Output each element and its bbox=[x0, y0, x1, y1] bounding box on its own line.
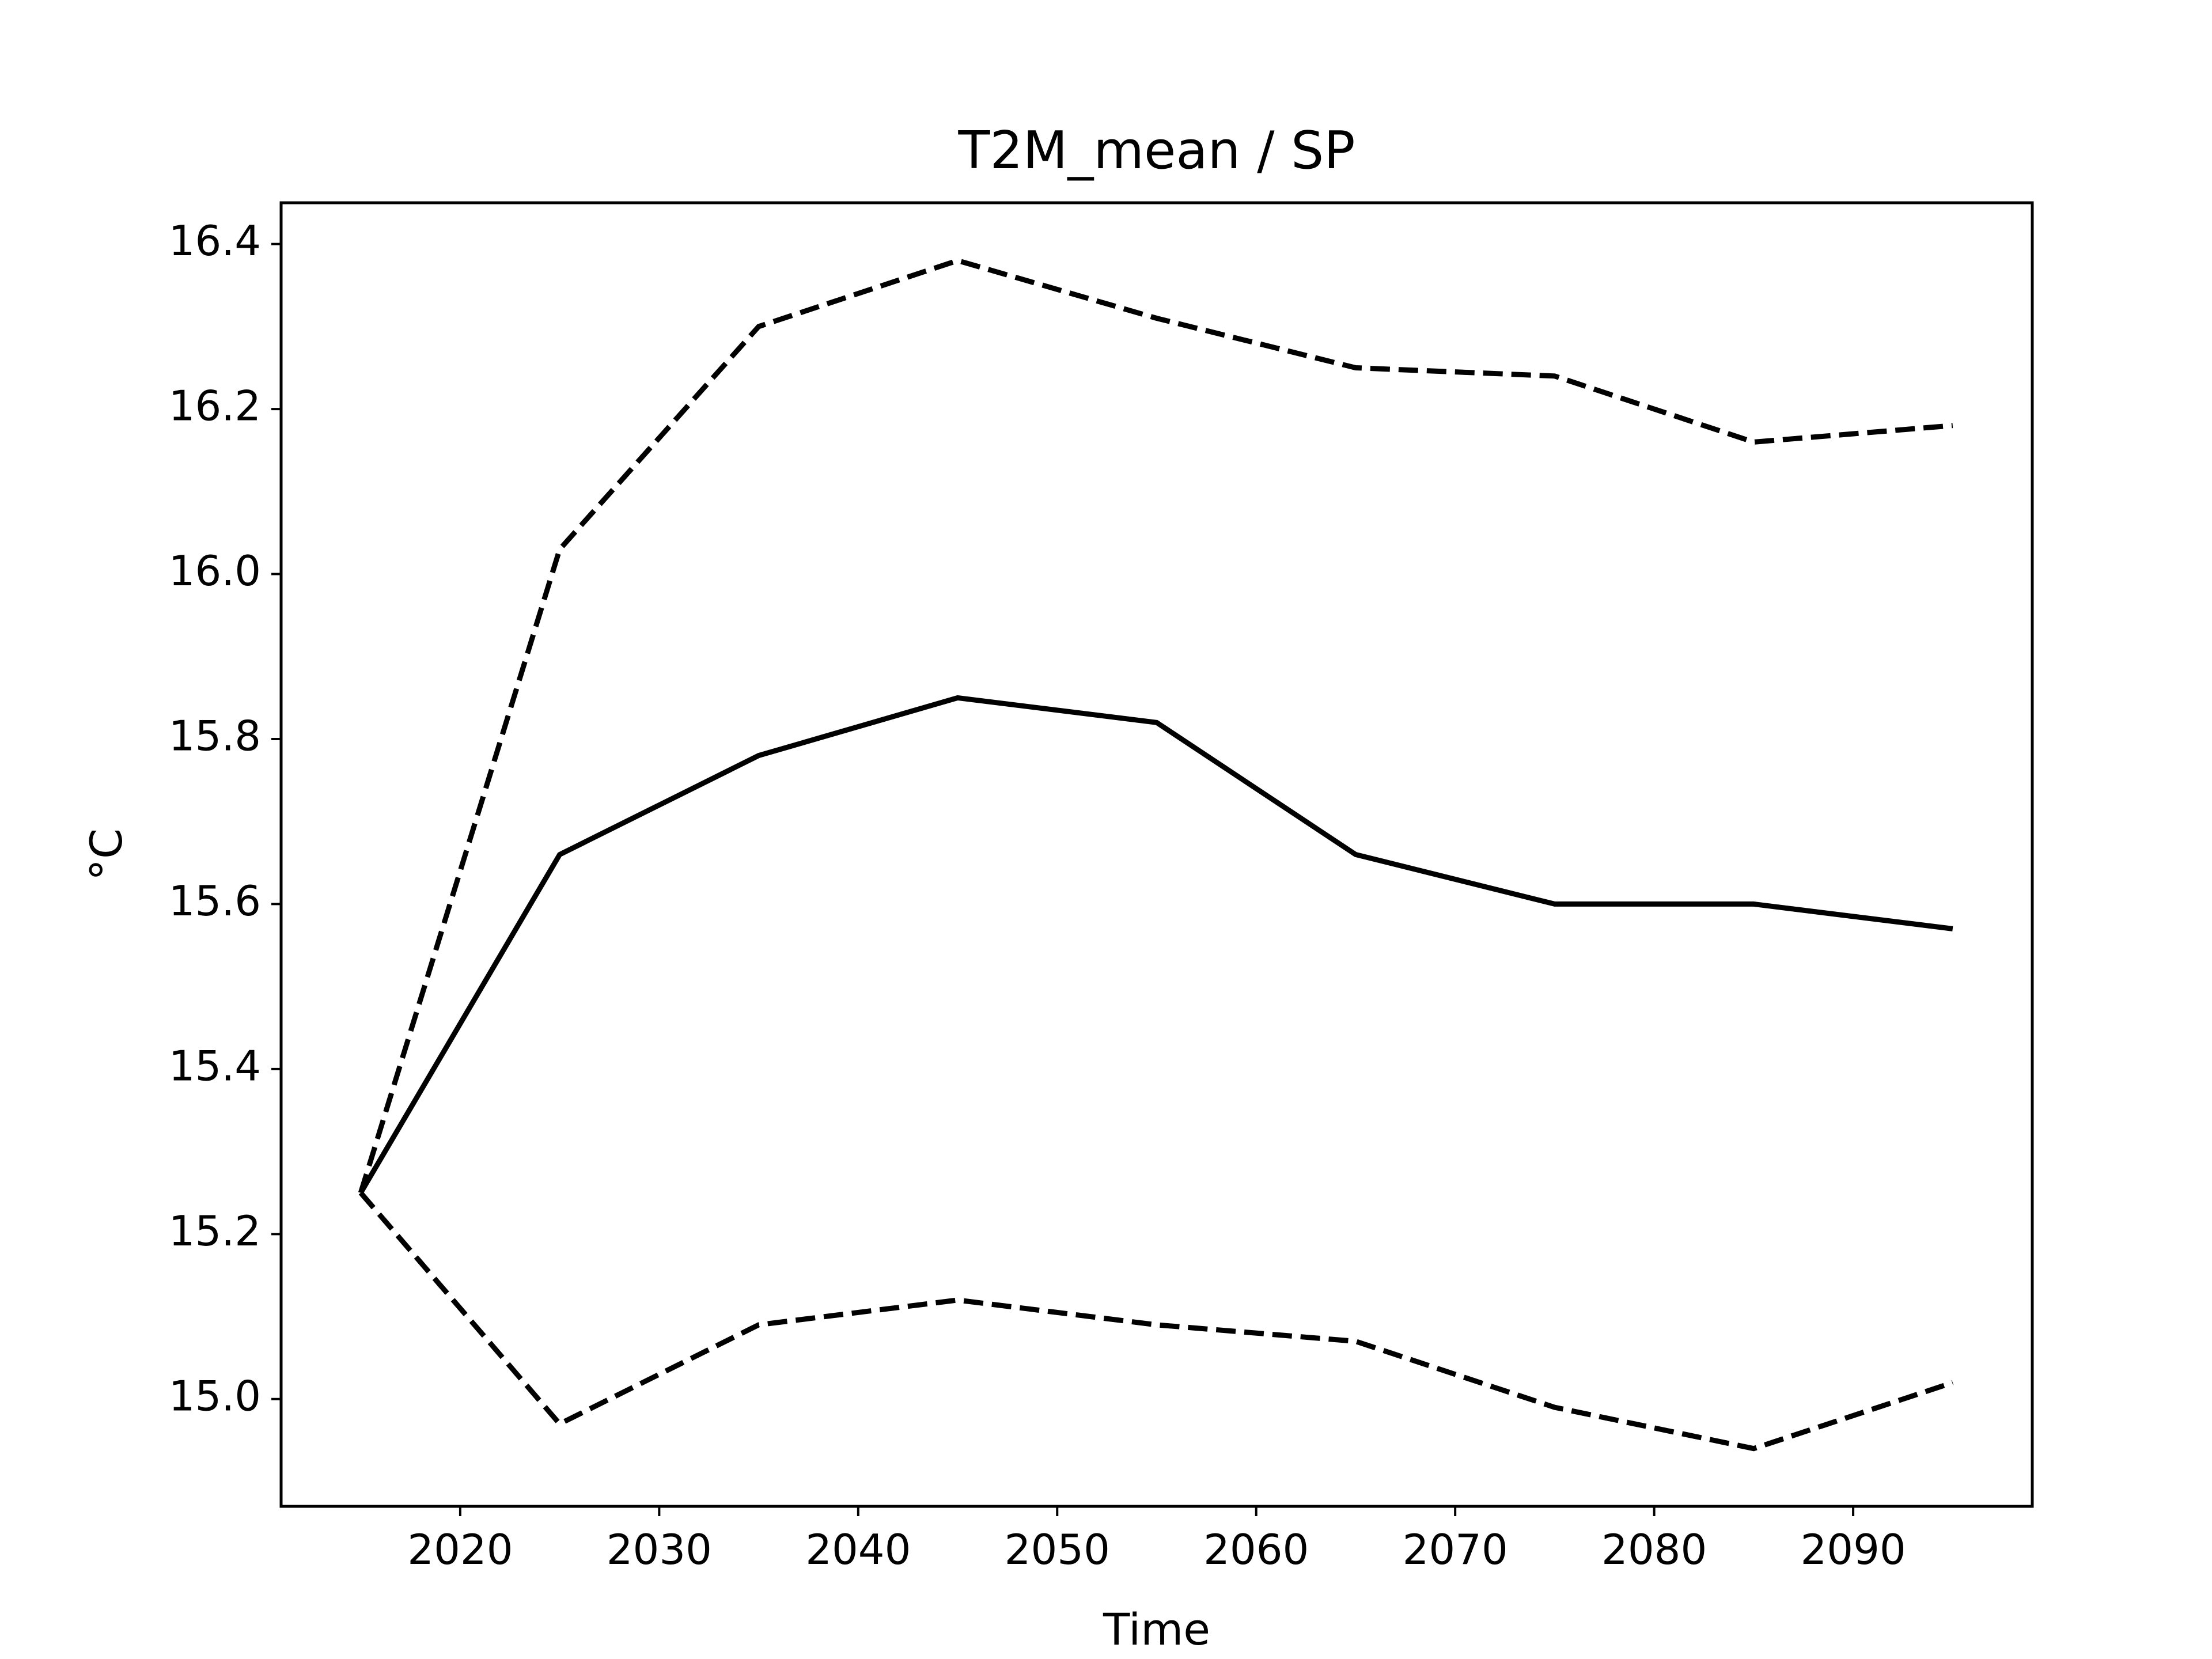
y-tick-label: 15.4 bbox=[169, 1041, 261, 1090]
plot-area bbox=[279, 201, 2034, 1508]
y-tick-label: 15.6 bbox=[169, 877, 261, 925]
x-axis-ticks: 2020 2030 2040 2050 2060 2070 2080 2090 bbox=[407, 1506, 1906, 1574]
chart-title: T2M_mean / SP bbox=[957, 120, 1355, 181]
x-tick-label: 2080 bbox=[1601, 1525, 1707, 1574]
x-tick-label: 2050 bbox=[1005, 1525, 1110, 1574]
x-tick-label: 2060 bbox=[1203, 1525, 1309, 1574]
y-tick-label: 15.0 bbox=[169, 1372, 261, 1420]
series-layer bbox=[358, 257, 1954, 1452]
x-tick-label: 2070 bbox=[1403, 1525, 1508, 1574]
x-tick-label: 2090 bbox=[1800, 1525, 1906, 1574]
y-axis-label: °C bbox=[81, 828, 132, 881]
x-tick-label: 2020 bbox=[407, 1525, 513, 1574]
series-line-solid bbox=[358, 695, 1953, 1194]
y-tick-label: 15.2 bbox=[169, 1207, 261, 1255]
series-line-dashed-2 bbox=[358, 1191, 1954, 1452]
y-axis-ticks: 15.0 15.2 15.4 15.6 15.8 16.0 16.2 16.4 bbox=[169, 217, 281, 1420]
y-tick-label: 16.0 bbox=[169, 547, 261, 595]
x-tick-label: 2030 bbox=[607, 1525, 712, 1574]
y-tick-label: 16.4 bbox=[169, 217, 261, 265]
series-line-dashed-1 bbox=[358, 257, 1953, 1194]
y-tick-label: 16.2 bbox=[169, 382, 261, 430]
x-axis-label: Time bbox=[1103, 1604, 1210, 1655]
x-tick-label: 2040 bbox=[805, 1525, 911, 1574]
y-tick-label: 15.8 bbox=[169, 711, 261, 760]
